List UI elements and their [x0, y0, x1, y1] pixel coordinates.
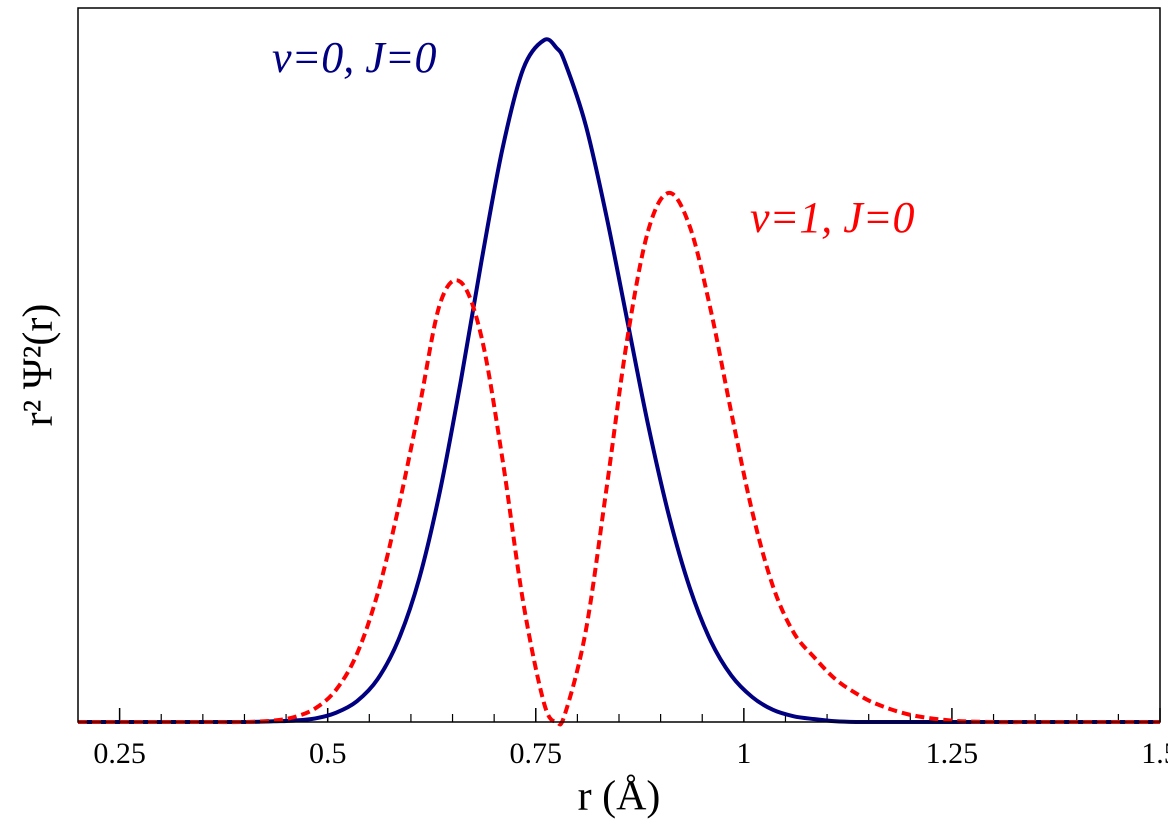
x-tick-label: 1.5: [1141, 737, 1168, 770]
x-axis-label: r (Å): [578, 774, 661, 820]
x-tick-label: 0.75: [510, 737, 563, 770]
y-axis-label: r² Ψ²(r): [16, 304, 62, 427]
series-label: v=1, J=0: [750, 193, 914, 242]
x-tick-label: 0.5: [309, 737, 347, 770]
x-tick-label: 1.25: [926, 737, 979, 770]
x-tick-label: 1: [736, 737, 751, 770]
series-line: [78, 37, 1160, 725]
x-tick-label: 0.25: [93, 737, 146, 770]
series-line: [78, 190, 1160, 727]
series-label: v=0, J=0: [272, 33, 436, 82]
plot-frame: [77, 7, 1161, 723]
